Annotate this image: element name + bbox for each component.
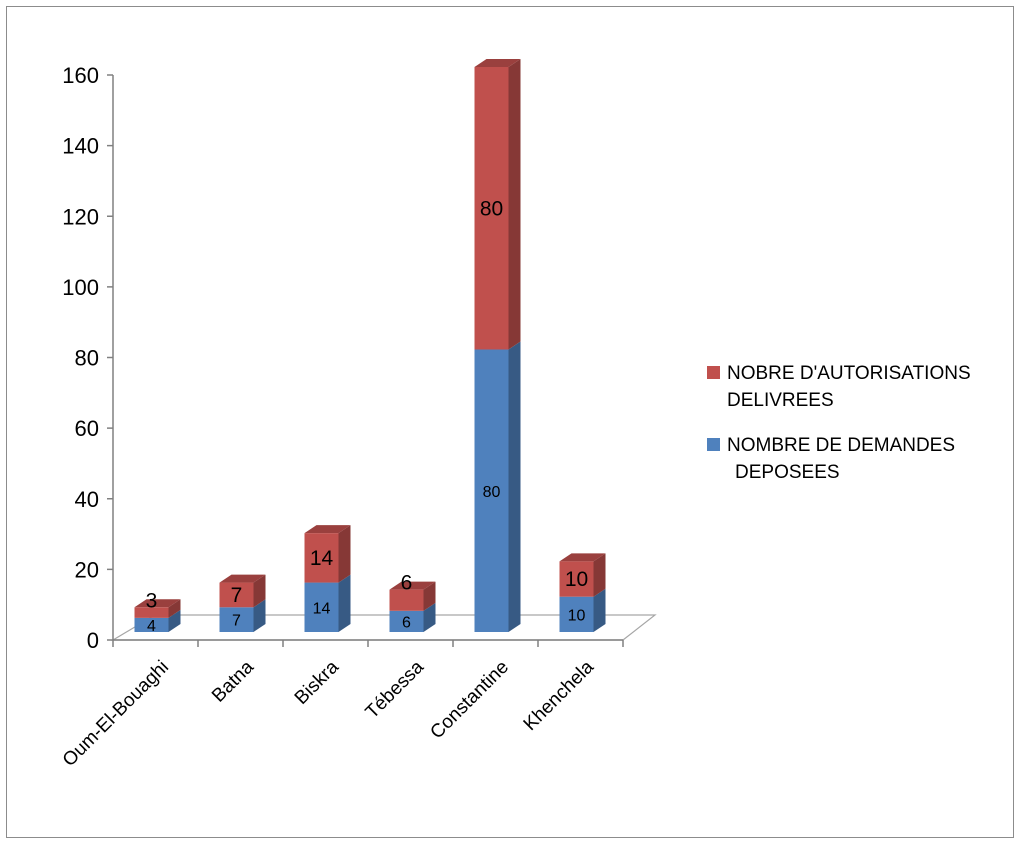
bar-demandes-1	[219, 599, 266, 632]
x-tick-label-2: Biskra	[291, 656, 343, 708]
y-tick-label-100: 100	[62, 275, 99, 300]
bar-autorisations-0-top	[134, 599, 181, 608]
bar-demandes-1-side	[253, 599, 266, 632]
bar-demandes-0-front	[134, 617, 169, 632]
bar-autorisations-2-side	[338, 525, 351, 583]
bar-autorisations-5-top	[559, 553, 606, 562]
y-tick-label-40: 40	[75, 487, 99, 512]
data-label-autorisations-4: 80	[480, 197, 503, 220]
legend: NOBRE D'AUTORISATIONS DELIVREES NOMBRE D…	[707, 360, 1007, 504]
data-label-autorisations-0: 3	[146, 589, 158, 612]
y-tick-label-60: 60	[75, 416, 99, 441]
data-label-demandes-4: 80	[483, 484, 501, 501]
bar-autorisations-5	[559, 553, 606, 597]
x-axis: Oum-El-Bouaghi Batna Biskra TébessaConstant…	[59, 639, 624, 771]
bar-autorisations-0-front	[134, 607, 169, 618]
bar-demandes-0	[134, 609, 181, 632]
data-labels: 4 3 7 7 14 14 6 6 80 80 10 10	[146, 197, 589, 635]
data-label-autorisations-2: 14	[310, 547, 334, 570]
bar-demandes-4-front	[474, 349, 509, 632]
bar-demandes-5-side	[593, 588, 606, 632]
bar-autorisations-5-side	[593, 553, 606, 597]
legend-item-demandes: NOMBRE DE DEMANDES DEPOSEES	[707, 432, 1007, 486]
bar-autorisations-0-side	[168, 599, 181, 618]
legend-label-demandes-line2: DEPOSEES	[735, 462, 840, 483]
data-label-demandes-2: 14	[313, 600, 331, 617]
bar-autorisations-4-front	[474, 67, 509, 350]
bar-autorisations-2-top	[304, 525, 351, 534]
bar-demandes-3-side	[423, 602, 436, 632]
bar-demandes-2-side	[338, 574, 351, 632]
bar-demandes-0-side	[168, 609, 181, 632]
legend-label-autorisations-line2: DELIVREES	[727, 390, 834, 411]
bar-autorisations-4-top	[474, 59, 521, 67]
bar-autorisations-1-top	[219, 574, 266, 583]
bar-demandes-5	[559, 588, 606, 632]
bar-autorisations-1	[219, 574, 266, 608]
bar-autorisations-3	[389, 581, 436, 611]
bars	[134, 59, 606, 632]
bar-demandes-4-side	[508, 341, 521, 632]
legend-swatch-blue	[707, 438, 720, 451]
data-label-autorisations-3: 6	[401, 572, 413, 595]
y-tick-label-120: 120	[62, 204, 99, 229]
x-tick-label-1: Batna	[208, 656, 258, 706]
bar-autorisations-5-front	[559, 561, 594, 597]
bar-autorisations-2	[304, 525, 351, 583]
x-tick-label-0: Oum-El-Bouaghi	[59, 657, 173, 771]
bar-autorisations-1-side	[253, 574, 266, 608]
bar-demandes-1-front	[219, 607, 254, 632]
data-label-autorisations-1: 7	[231, 584, 243, 607]
bar-autorisations-4-side	[508, 59, 521, 350]
data-label-autorisations-5: 10	[565, 568, 588, 591]
bar-demandes-5-front	[559, 596, 594, 632]
legend-label-demandes-line1: NOMBRE DE DEMANDES	[727, 435, 956, 456]
x-tick-label-4: Constantine	[426, 657, 513, 744]
bar-autorisations-0	[134, 599, 181, 618]
y-tick-label-80: 80	[75, 346, 99, 371]
bar-demandes-4	[474, 341, 521, 632]
bar-autorisations-4	[474, 59, 521, 350]
bar-autorisations-3-side	[423, 581, 436, 611]
x-tick-label-5: Khenchela	[520, 656, 599, 735]
y-tick-label-160: 160	[62, 63, 99, 88]
data-label-demandes-5: 10	[568, 607, 586, 624]
legend-item-autorisations: NOBRE D'AUTORISATIONS DELIVREES	[707, 360, 1007, 414]
y-tick-label-0: 0	[87, 628, 99, 653]
bar-autorisations-3-top	[389, 581, 436, 590]
bar-demandes-3	[389, 602, 436, 632]
bar-autorisations-1-front	[219, 582, 254, 608]
bar-demandes-2-front	[304, 582, 339, 632]
bar-autorisations-3-front	[389, 589, 424, 611]
data-label-demandes-0: 4	[147, 618, 156, 635]
y-tick-label-140: 140	[62, 134, 99, 159]
bar-autorisations-2-front	[304, 533, 339, 583]
y-axis: 0 20 40 60 80 100 120 140 160	[62, 63, 114, 653]
legend-swatch-red	[707, 366, 720, 379]
bar-demandes-3-front	[389, 610, 424, 632]
x-tick-label-3: Tébessa	[362, 656, 429, 723]
data-label-demandes-1: 7	[232, 613, 241, 630]
bar-demandes-2	[304, 574, 351, 632]
legend-label-autorisations-line1: NOBRE D'AUTORISATIONS	[727, 363, 971, 384]
y-tick-label-20: 20	[75, 557, 99, 582]
data-label-demandes-3: 6	[402, 614, 411, 631]
